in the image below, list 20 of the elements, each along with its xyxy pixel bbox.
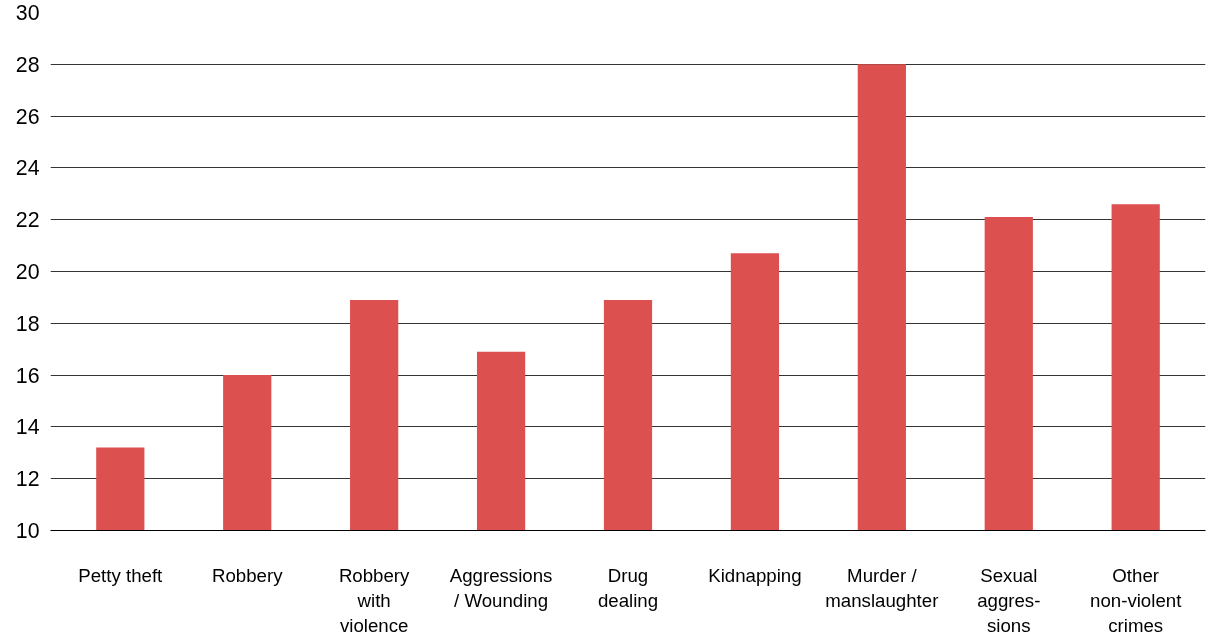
x-tick-label: Robbery with violence [338,564,411,636]
x-tick-label: Drug dealing [597,564,659,611]
y-tick-label: 28 [15,52,40,77]
y-tick-label: 30 [15,1,40,25]
y-tick-label: 20 [15,260,40,284]
y-tick-label: 18 [15,311,40,336]
y-tick-label: 14 [15,415,40,440]
y-tick-label: 24 [15,156,40,181]
y-tick-label: 12 [15,467,40,492]
x-tick-label: Sexual aggres- sions [977,564,1041,636]
y-tick-label: 16 [15,363,40,388]
x-tick-label: Other non-violent crimes [1090,564,1183,636]
x-tick-label: Kidnapping [708,564,802,586]
y-tick-label: 10 [15,519,40,543]
x-tick-label: Aggressions / Wounding [449,564,553,611]
x-tick-label: Robbery [211,564,284,586]
y-tick-label: 22 [15,208,40,233]
x-tick-label: Murder / manslaughter [825,564,939,611]
x-tick-label: Petty theft [78,564,164,586]
y-tick-label: 26 [15,104,40,129]
